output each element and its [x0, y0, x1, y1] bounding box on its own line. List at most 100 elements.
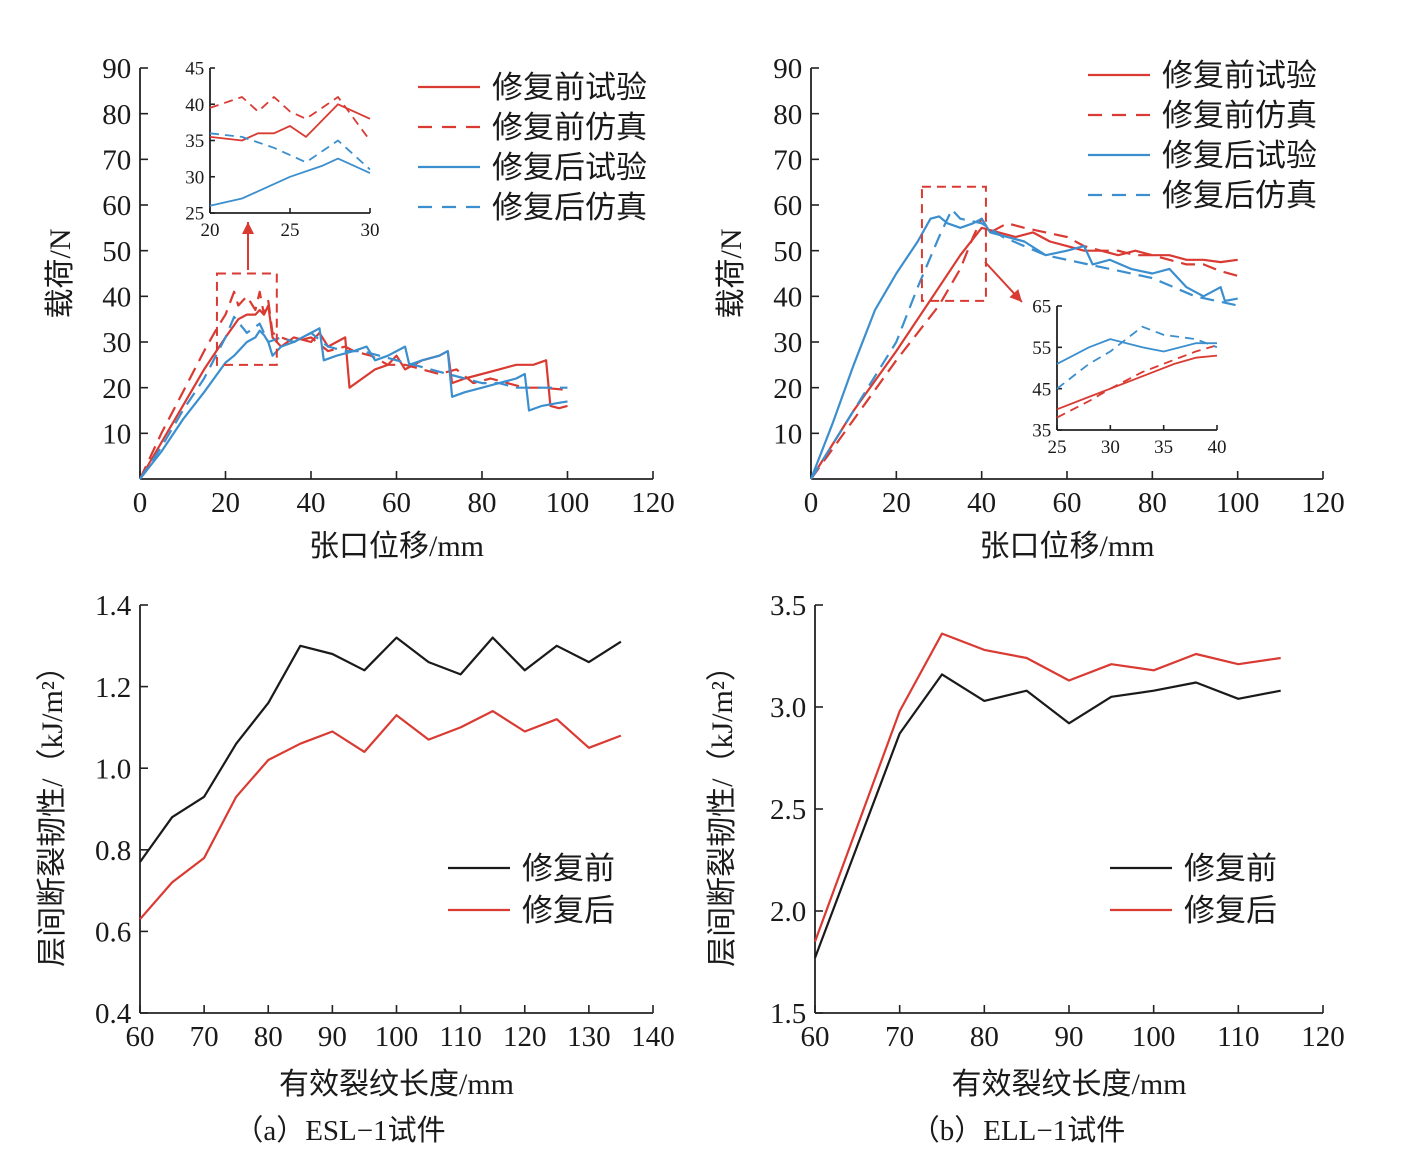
y-tick-label: 80: [102, 99, 131, 131]
y-tick-label: 1.4: [95, 590, 132, 622]
legend-label-2: 修复后: [1184, 893, 1277, 928]
y-tick-label: 30: [773, 327, 802, 359]
zoom-region-box: [920, 185, 987, 302]
x-axis-title: 张口位移/mm: [979, 530, 1154, 563]
inset-y-tick-label: 40: [185, 95, 204, 116]
y-tick-label: 70: [773, 144, 802, 176]
zoom-arrow-head: [242, 222, 254, 234]
x-tick-label: 110: [1217, 1021, 1259, 1053]
legend-label-2: 修复前仿真: [492, 110, 647, 145]
inset-y-tick-label: 65: [1032, 297, 1051, 318]
x-tick-label: 70: [885, 1021, 914, 1053]
x-tick-label: 120: [503, 1021, 547, 1053]
inset-series-line-1: [1056, 354, 1218, 411]
y-tick-label: 50: [773, 236, 802, 268]
inset-y-tick-label: 45: [1032, 379, 1051, 400]
y-tick-label: 10: [773, 418, 802, 450]
caption-b: （b）ELL−1试件: [911, 1114, 1126, 1147]
series-line-1: [139, 304, 568, 480]
x-tick-label: 60: [126, 1021, 155, 1053]
inset-x-tick-label: 20: [201, 220, 220, 241]
legend-label-3: 修复后试验: [492, 150, 647, 185]
y-tick-label: 1.5: [770, 998, 806, 1030]
y-tick-label: 0.6: [95, 917, 131, 949]
inset-x-tick-label: 25: [1048, 437, 1067, 458]
x-tick-label: 90: [318, 1021, 347, 1053]
chart-a-fracture-toughness: 60 70 80 90 100 110 120 130 140 0.4 0.6 0.8 1.0 1.2 1.…: [36, 590, 675, 1101]
series-line-2: [139, 290, 568, 480]
x-axis-title: 有效裂纹长度/mm: [951, 1068, 1186, 1101]
inset-y-tick-label: 45: [185, 59, 204, 80]
x-tick-label: 0: [804, 487, 819, 519]
x-tick-label: 100: [1132, 1021, 1176, 1053]
y-tick-label: 10: [102, 418, 131, 450]
y-tick-label: 2.0: [770, 896, 806, 928]
y-tick-label: 40: [773, 281, 802, 313]
x-axis-title: 张口位移/mm: [309, 530, 484, 563]
series-line-1: [810, 226, 1238, 480]
y-tick-label: 20: [102, 373, 131, 405]
series-line-4: [139, 315, 568, 480]
x-tick-label: 20: [882, 487, 911, 519]
inset-series-line-1: [209, 103, 371, 142]
zoom-arrow-head: [1009, 289, 1022, 302]
legend-label-4: 修复后仿真: [492, 190, 647, 225]
y-tick-label: 90: [773, 53, 802, 85]
legend-label-4: 修复后仿真: [1162, 178, 1317, 213]
inset-series-line-4: [209, 132, 371, 171]
y-axis-title: 载荷/N: [44, 229, 77, 319]
inset-y-tick-label: 25: [185, 204, 204, 225]
series-line-2: [810, 217, 1238, 480]
inset-y-tick-label: 30: [185, 167, 204, 188]
x-tick-label: 80: [1138, 487, 1167, 519]
legend-label-1: 修复前试验: [1162, 58, 1317, 93]
zoom-region-box: [215, 272, 278, 366]
y-tick-label: 3.0: [770, 692, 806, 724]
x-tick-label: 0: [133, 487, 148, 519]
inset-series-line-2: [209, 96, 371, 142]
inset-series-line-2: [1056, 344, 1218, 419]
x-tick-label: 80: [254, 1021, 283, 1053]
caption-a: （a）ESL−1试件: [234, 1114, 445, 1147]
legend-label-1: 修复前: [1184, 851, 1277, 886]
y-tick-label: 2.5: [770, 794, 806, 826]
series-line-1: [813, 673, 1281, 959]
inset-series-line-3: [1056, 338, 1217, 365]
legend-label-2: 修复前仿真: [1162, 98, 1317, 133]
x-tick-label: 120: [1301, 1021, 1345, 1053]
x-tick-label: 130: [567, 1021, 611, 1053]
y-tick-label: 60: [102, 190, 131, 222]
x-tick-label: 70: [190, 1021, 219, 1053]
series-line-2: [813, 632, 1281, 942]
y-tick-label: 90: [102, 53, 131, 85]
inset-y-tick-label: 35: [185, 131, 204, 152]
inset-y-tick-label: 35: [1032, 421, 1051, 442]
x-tick-label: 100: [546, 487, 590, 519]
inset-chart: 25 30 35 40 35 45 55 65: [1032, 297, 1226, 458]
x-axis-title: 有效裂纹长度/mm: [279, 1068, 514, 1101]
legend-label-1: 修复前: [522, 851, 615, 886]
chart-b-load-displacement: 0 20 40 60 80 100 120 10 20 30 40 50 60 70 80 90 张口位移/mm…: [715, 53, 1345, 563]
y-tick-label: 1.2: [95, 672, 131, 704]
legend-label-2: 修复后: [522, 893, 615, 928]
x-tick-label: 60: [801, 1021, 830, 1053]
x-tick-label: 120: [631, 487, 675, 519]
series-line-1: [139, 636, 622, 863]
inset-background: [1057, 306, 1217, 430]
x-tick-label: 90: [1055, 1021, 1084, 1053]
x-tick-label: 140: [631, 1021, 675, 1053]
y-axis-title: 层间断裂韧性/（kJ/m²）: [36, 651, 69, 967]
y-tick-label: 60: [773, 190, 802, 222]
y-axis-title: 载荷/N: [715, 229, 748, 319]
x-tick-label: 80: [468, 487, 497, 519]
inset-x-tick-label: 25: [281, 220, 300, 241]
y-tick-label: 20: [773, 373, 802, 405]
x-tick-label: 40: [297, 487, 326, 519]
x-tick-label: 80: [970, 1021, 999, 1053]
legend-label-1: 修复前试验: [492, 70, 647, 105]
y-tick-label: 1.0: [95, 753, 131, 785]
